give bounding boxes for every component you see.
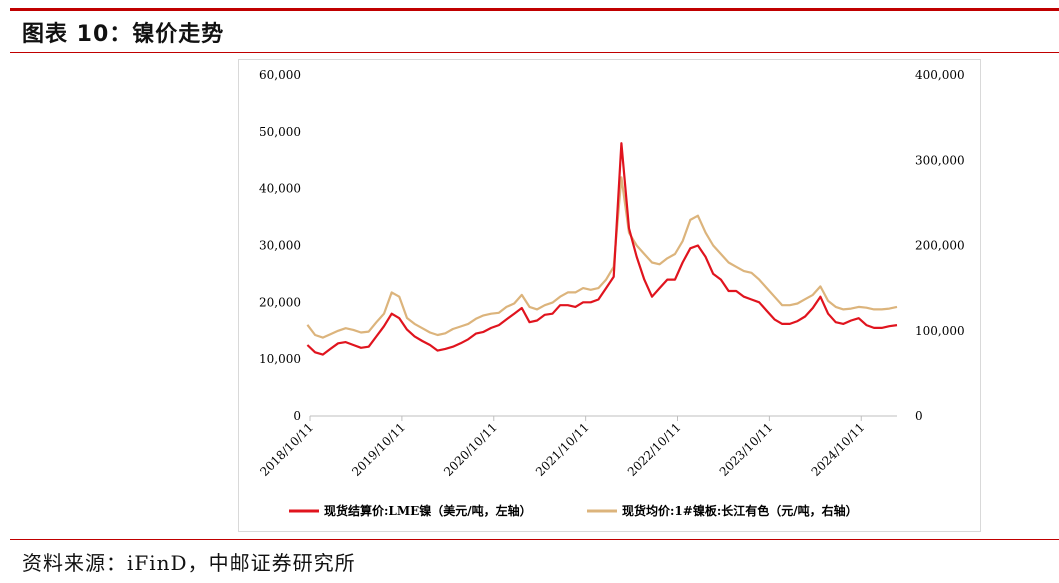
legend-label: 现货结算价:LME镍（美元/吨，左轴） (324, 503, 532, 518)
x-tick-label: 2021/10/11 (533, 420, 592, 479)
source-note: 资料来源：iFinD，中邮证券研究所 (22, 551, 356, 575)
bottom-rule (10, 539, 1059, 540)
top-rule (10, 8, 1059, 11)
x-tick-label: 2018/10/11 (257, 420, 316, 479)
y-left-tick-label: 40,000 (259, 182, 301, 196)
y-left-ticks: 0 10,000 20,000 30,000 40,000 50,000 60,000 (259, 68, 301, 423)
series-line-changjiang-nickel (306, 176, 898, 339)
figure-title: 图表 10：镍价走势 (22, 22, 225, 47)
x-axis: 2018/10/11 2019/10/11 2020/10/11 2021/10/11… (257, 415, 897, 479)
y-right-ticks: 0 100,000 200,000 300,000 400,000 (915, 68, 965, 423)
legend-label: 现货均价:1#镍板:长江有色（元/吨，右轴） (622, 503, 858, 518)
y-right-tick-label: 100,000 (915, 324, 965, 338)
x-tick-label: 2024/10/11 (809, 420, 868, 479)
y-right-tick-label: 400,000 (915, 68, 965, 82)
x-tick-label: 2020/10/11 (441, 420, 500, 479)
y-left-tick-label: 10,000 (259, 352, 301, 366)
x-tick-label: 2023/10/11 (717, 420, 776, 479)
y-right-tick-label: 200,000 (915, 239, 965, 253)
x-tick-label: 2019/10/11 (349, 420, 408, 479)
y-left-tick-label: 20,000 (259, 295, 301, 309)
nickel-price-chart: 0 10,000 20,000 30,000 40,000 50,000 60,000 0 1… (257, 68, 965, 518)
y-left-tick-label: 50,000 (259, 125, 301, 139)
legend: 现货结算价:LME镍（美元/吨，左轴） 现货均价:1#镍板:长江有色（元/吨，右轴… (289, 503, 858, 518)
chart-frame: 0 10,000 20,000 30,000 40,000 50,000 60,000 0 1… (238, 59, 981, 532)
series-layer (306, 142, 898, 356)
title-rule (10, 52, 1059, 53)
y-left-tick-label: 0 (293, 409, 301, 423)
x-tick-label: 2022/10/11 (625, 420, 684, 479)
y-left-tick-label: 30,000 (259, 239, 301, 253)
y-right-tick-label: 300,000 (915, 153, 965, 167)
y-left-tick-label: 60,000 (259, 68, 301, 82)
series-line-lme-nickel (306, 142, 898, 356)
y-right-tick-label: 0 (915, 409, 923, 423)
